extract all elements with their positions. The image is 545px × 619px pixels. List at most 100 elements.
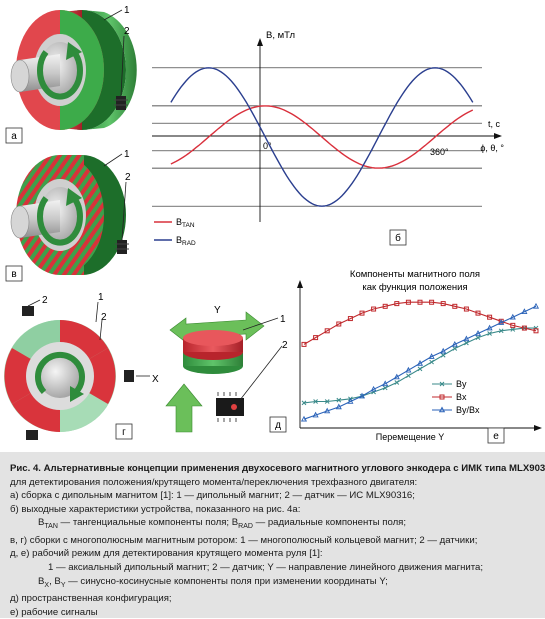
- chart-e-series-by-bx-line: [303, 305, 537, 420]
- panel-d: Y 1 2 д: [165, 305, 288, 433]
- legend-btan: BTAN: [176, 217, 195, 229]
- chart-e-point-by-11: [429, 359, 434, 365]
- caption-line-5: BTAN — тангенциальные компоненты поля; B…: [38, 517, 407, 531]
- sensor-chip-bottom: [26, 430, 38, 440]
- chart-e-point-by-bx-19: [521, 308, 528, 315]
- caption-line-3: а) сборка с дипольным магнитом [1]: 1 — …: [10, 490, 415, 502]
- chart-e-point-bx-10: [417, 299, 423, 305]
- chart-e-y-arrow: [297, 280, 303, 288]
- caption-line-8: 1 — аксиальный дипольный магнит; 2 — дат…: [48, 562, 484, 574]
- axis-x-label: X: [152, 374, 159, 385]
- chart-e-point-bx-14: [463, 306, 469, 312]
- chart-e-legend: By Bx By/Bx: [432, 379, 480, 415]
- chart-e-point-by-bx-7: [382, 380, 389, 387]
- chart-b-legend: BTAN BRAD: [154, 217, 196, 247]
- chart-b-gridlines: [152, 67, 482, 207]
- chart-e-xlabel: Перемещение Y: [376, 432, 445, 442]
- panel-label-g: г: [122, 427, 126, 438]
- chart-e-legend-label-bx: Bx: [456, 392, 467, 402]
- sensor-chip: [115, 240, 129, 254]
- panel-v: 1 2 в: [5, 149, 131, 282]
- caption-line-6: в, г) сборки с многополюсным магнитным р…: [10, 534, 478, 546]
- chart-b: B, мТл t, c ϕ, θ, ° 0° 360° BTAN BRAD б: [152, 30, 504, 247]
- chart-b-series-brad-line: [170, 67, 474, 207]
- shaft: [10, 200, 60, 239]
- chart-e-point-by-bx-20: [532, 302, 540, 309]
- axis-y-label: Y: [214, 305, 221, 316]
- panel-label-a: а: [11, 131, 17, 142]
- caption-line-7: д, е) рабочий режим для детектирования к…: [10, 548, 323, 560]
- caption-line-11: е) рабочие сигналы: [10, 606, 98, 618]
- chart-e-point-by-3: [336, 397, 342, 403]
- chart-e-point-bx-20: [533, 328, 539, 334]
- panel-label-e: е: [493, 431, 499, 442]
- chart-e-series: [300, 299, 540, 422]
- caption-line-9: BX, BY — синусно-косинусные компоненты п…: [38, 575, 388, 589]
- callout-d-1: 1: [280, 314, 286, 325]
- chart-e-point-by-9: [406, 373, 411, 379]
- chart-e-point-by-bx-15: [474, 330, 482, 336]
- chart-e-point-by-bx-9: [405, 366, 412, 373]
- chart-e: Компоненты магнитного поля как функция п…: [297, 269, 542, 444]
- figure-caption: Рис. 4. Альтернативные концепции примене…: [0, 452, 545, 618]
- chart-e-point-bx-5: [359, 310, 365, 316]
- chart-e-point-by-14: [464, 340, 469, 346]
- chart-e-title-2: как функция положения: [362, 282, 467, 293]
- caption-line-1: Рис. 4. Альтернативные концепции примене…: [10, 463, 545, 474]
- chart-e-legend-marker-by: [439, 381, 445, 387]
- chart-e-point-bx-19: [521, 325, 527, 331]
- chart-e-point-by-bx-3: [335, 403, 342, 410]
- callout-v-2: 2: [125, 172, 131, 183]
- chart-e-point-by-bx-6: [370, 385, 377, 392]
- chart-e-point-by-bx-13: [451, 340, 458, 347]
- caption-line-4: б) выходные характеристики устройства, п…: [10, 503, 301, 515]
- chart-e-point-by-bx-2: [324, 407, 331, 414]
- panel-g: 2 1 2 X г: [4, 292, 159, 440]
- panel-label-b: б: [395, 232, 401, 244]
- caption-line-2: для детектирования положения/крутящего м…: [10, 476, 418, 488]
- shaft: [10, 54, 60, 93]
- chart-b-x-arrow: [494, 133, 502, 139]
- chart-e-title-1: Компоненты магнитного поля: [350, 269, 480, 280]
- chart-e-point-bx-0: [301, 341, 307, 347]
- caption-line-10: д) пространственная конфигурация;: [10, 593, 172, 605]
- chart-e-point-bx-13: [452, 303, 458, 309]
- chart-e-legend-marker-bx: [439, 394, 445, 400]
- chart-e-point-by-12: [440, 352, 446, 358]
- axial-dipole-magnet: [183, 330, 243, 374]
- chart-e-point-by-bx-0: [300, 415, 308, 422]
- sensor-chip-right: [124, 370, 134, 382]
- chart-e-point-by-13: [452, 346, 458, 351]
- ring-magnet-top-view: [4, 320, 116, 432]
- chart-e-legend-label-by-bx: By/Bx: [456, 405, 480, 415]
- legend-brad: BRAD: [176, 235, 196, 247]
- callout-a-1: 1: [124, 5, 130, 16]
- chart-b-y-arrow: [257, 38, 263, 46]
- chart-e-point-by-bx-1: [312, 411, 319, 418]
- chart-e-point-bx-7: [382, 303, 388, 309]
- chart-e-point-bx-6: [371, 306, 377, 312]
- chart-e-point-by-1: [313, 399, 318, 404]
- chart-e-point-bx-3: [336, 321, 342, 327]
- chart-e-point-by-bx-16: [486, 324, 493, 331]
- chart-e-point-bx-9: [405, 299, 411, 305]
- sensor-chip-top: [22, 306, 34, 316]
- callout-g-2: 2: [42, 295, 48, 306]
- chart-e-point-bx-18: [510, 322, 516, 328]
- chart-e-legend-label-by: By: [456, 379, 467, 389]
- sensor-ic: [216, 392, 244, 422]
- chart-e-point-by-bx-17: [498, 319, 505, 325]
- chart-e-series-bx-line: [303, 301, 537, 345]
- panel-a: 1 2 а: [5, 5, 137, 144]
- chart-e-point-by-15: [475, 335, 481, 340]
- rotation-arrow: [35, 351, 85, 402]
- chart-e-point-by-bx-5: [358, 392, 366, 399]
- chart-b-tick-0: 0°: [263, 141, 272, 151]
- callout-d-2: 2: [282, 340, 288, 351]
- panel-label-d: д: [275, 420, 281, 431]
- chart-e-x-arrow: [534, 425, 542, 431]
- chart-b-xlabel-top: t, c: [488, 119, 501, 129]
- chart-e-point-by-bx-18: [509, 313, 516, 320]
- panel-label-v: в: [11, 269, 16, 280]
- chart-e-point-by-17: [498, 328, 504, 334]
